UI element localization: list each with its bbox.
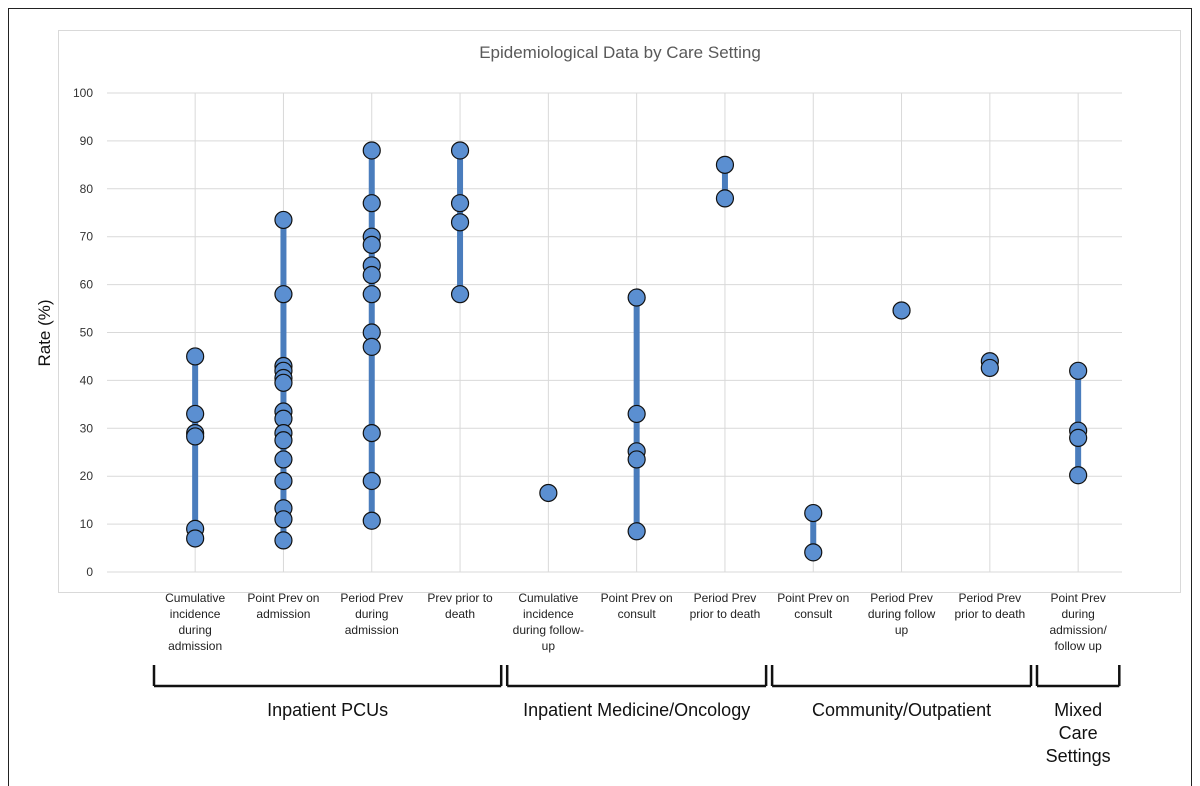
data-point [450,194,470,213]
data-point [186,347,205,366]
data-point [627,450,646,469]
y-axis-label: Rate (%) [35,299,54,366]
x-tick-label: Point Prev on consult [777,591,850,621]
x-tick-label: Period Prev prior to death [689,591,761,621]
x-tick-label: Prev prior to death [427,591,493,621]
data-point [274,285,293,304]
data-point [362,337,381,356]
data-point [1069,428,1088,447]
data-point [274,431,293,450]
data-point [892,301,911,320]
group-label: Mixed Care Settings [1045,700,1111,766]
data-point [274,210,293,230]
data-point [362,141,381,160]
y-tick-label: 90 [80,134,94,148]
group-bracket [770,665,1033,688]
y-tick-label: 100 [73,86,93,100]
x-tick-label: Point Prev during admission/ follow up [1049,591,1107,653]
data-point [186,427,205,446]
x-tick-label: Point Prev on admission [247,591,320,621]
group-label: Community/Outpatient [812,700,992,720]
data-point [1069,466,1088,485]
data-point [362,235,381,254]
data-point [274,531,293,550]
data-point [804,543,823,562]
y-tick-label: 40 [80,373,94,387]
data-point [186,529,205,548]
group-label: Inpatient PCUs [267,700,389,720]
data-point [274,373,293,392]
data-point [1069,361,1088,380]
group-bracket [152,665,503,688]
data-point [627,404,646,424]
data-point [450,285,470,304]
y-tick-label: 20 [80,469,94,483]
data-point [362,471,381,491]
data-point [362,511,381,530]
data-point [186,404,205,424]
data-point [450,141,470,160]
data-point [715,189,735,208]
y-tick-label: 30 [80,421,94,435]
data-point [450,213,470,232]
chart-area [58,30,1181,593]
y-tick-label: 10 [80,517,94,531]
y-tick-label: 50 [80,326,94,340]
y-tick-label: 70 [80,230,94,244]
data-point [980,358,999,378]
data-point [804,503,823,523]
group-bracket [1035,665,1121,688]
x-tick-label: Period Prev during follow up [867,591,936,637]
data-point [274,510,293,529]
x-tick-label: Period Prev during admission [340,591,404,637]
y-tick-label: 60 [80,278,94,292]
data-point [715,155,735,174]
data-point [362,194,381,213]
data-point [362,285,381,304]
x-tick-label: Point Prev on consult [600,591,673,621]
data-point [362,423,381,443]
x-tick-label: Period Prev prior to death [954,591,1026,621]
data-point [627,522,646,541]
chart-title: Epidemiological Data by Care Setting [479,43,761,62]
data-point [274,471,293,491]
outer-border [8,8,1192,786]
x-tick-label: Cumulative incidence during follow-up [512,591,585,653]
x-tick-label: Cumulative incidence during admission [165,591,226,653]
y-tick-label: 0 [86,565,93,579]
data-point [539,483,558,503]
group-bracket [505,665,768,688]
data-point [362,265,381,285]
data-point [274,450,293,469]
data-point [627,288,646,307]
group-label: Inpatient Medicine/Oncology [523,700,751,720]
y-tick-label: 80 [80,182,94,196]
